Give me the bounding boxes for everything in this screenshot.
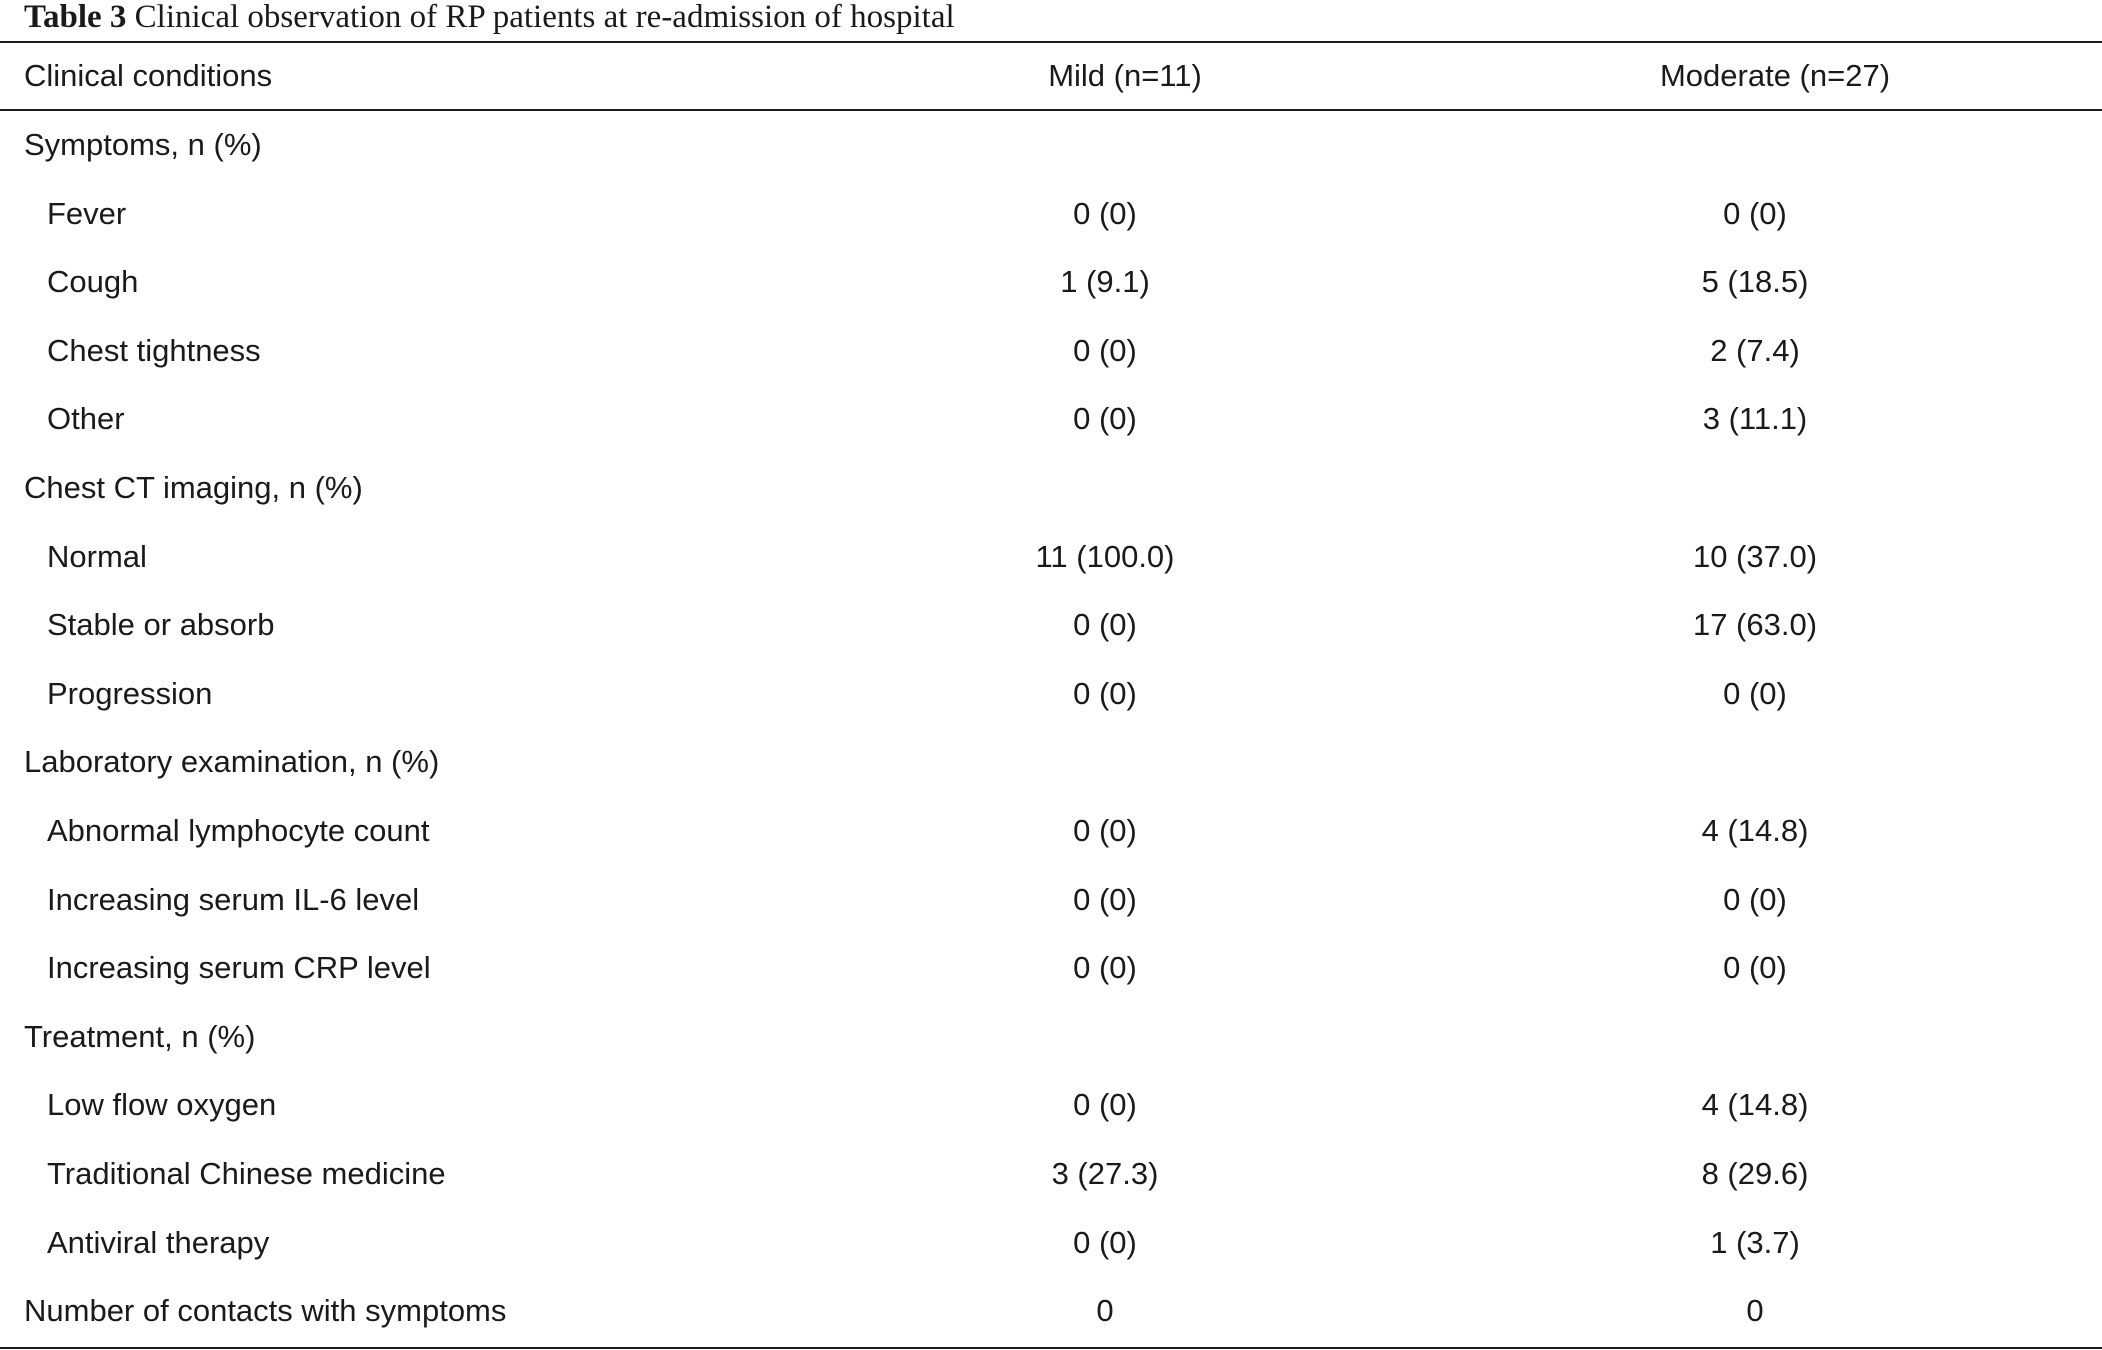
mild-value: 0 (0) xyxy=(1073,1087,1137,1123)
header-mild: Mild (n=11) xyxy=(1048,58,1202,93)
mild-value: 11 (100.0) xyxy=(1035,538,1175,574)
mild-value: 0 (0) xyxy=(1073,1224,1137,1260)
section-row: Laboratory examination, n (%) xyxy=(0,728,2102,797)
row-label: Fever xyxy=(47,195,127,231)
mild-value: 0 (0) xyxy=(1073,950,1137,986)
table-header: Clinical conditions Mild (n=11) Moderate… xyxy=(0,43,2102,109)
row-label: Laboratory examination, n (%) xyxy=(24,744,440,780)
table-title: Clinical observation of RP patients at r… xyxy=(126,0,955,35)
moderate-value: 0 (0) xyxy=(1723,950,1787,986)
table-row: Abnormal lymphocyte count 0 (0) 4 (14.8) xyxy=(0,797,2102,866)
row-label: Other xyxy=(47,401,125,437)
section-row: Symptoms, n (%) xyxy=(0,111,2102,180)
table-body: Symptoms, n (%) Fever 0 (0) 0 (0) Cough 1 (9.… xyxy=(0,111,2102,1346)
mild-value: 0 (0) xyxy=(1073,812,1137,848)
moderate-value: 8 (29.6) xyxy=(1701,1155,1809,1191)
mild-value: 0 (0) xyxy=(1073,675,1137,711)
table-row: Normal 11 (100.0) 10 (37.0) xyxy=(0,523,2102,592)
moderate-value: 5 (18.5) xyxy=(1701,264,1809,300)
section-row: Treatment, n (%) xyxy=(0,1003,2102,1072)
row-label: Progression xyxy=(47,675,213,711)
table-number: Table 3 xyxy=(24,0,127,35)
table-row: Traditional Chinese medicine 3 (27.3) 8 (2… xyxy=(0,1140,2102,1209)
row-label: Stable or absorb xyxy=(47,607,275,643)
row-label: Antiviral therapy xyxy=(47,1224,270,1260)
moderate-value: 2 (7.4) xyxy=(1710,332,1800,368)
moderate-value: 0 (0) xyxy=(1723,195,1787,231)
table-row: Increasing serum CRP level 0 (0) 0 (0) xyxy=(0,934,2102,1003)
table-row: Progression 0 (0) 0 (0) xyxy=(0,660,2102,729)
moderate-value: 0 xyxy=(1746,1293,1764,1329)
moderate-value: 0 (0) xyxy=(1723,881,1787,917)
table-row: Cough 1 (9.1) 5 (18.5) xyxy=(0,248,2102,317)
mild-value: 0 (0) xyxy=(1073,401,1137,437)
row-label: Chest CT imaging, n (%) xyxy=(24,469,363,505)
moderate-value: 3 (11.1) xyxy=(1702,401,1808,437)
header-rule xyxy=(0,109,2102,111)
section-row: Chest CT imaging, n (%) xyxy=(0,454,2102,523)
row-label: Treatment, n (%) xyxy=(24,1018,256,1054)
row-label: Normal xyxy=(47,538,147,574)
row-label: Low flow oxygen xyxy=(47,1087,277,1123)
table-row: Antiviral therapy 0 (0) 1 (3.7) xyxy=(0,1209,2102,1278)
mild-value: 3 (27.3) xyxy=(1051,1155,1159,1191)
row-label: Symptoms, n (%) xyxy=(24,127,262,162)
table-row: Low flow oxygen 0 (0) 4 (14.8) xyxy=(0,1071,2102,1140)
top-rule xyxy=(0,41,2102,43)
moderate-value: 4 (14.8) xyxy=(1701,812,1809,848)
table-row: Stable or absorb 0 (0) 17 (63.0) xyxy=(0,591,2102,660)
moderate-value: 1 (3.7) xyxy=(1710,1224,1800,1260)
header-clinical-conditions: Clinical conditions xyxy=(24,58,273,93)
row-label: Increasing serum IL-6 level xyxy=(47,881,420,917)
moderate-value: 0 (0) xyxy=(1723,675,1787,711)
mild-value: 0 (0) xyxy=(1073,881,1137,917)
row-label: Cough xyxy=(47,264,139,300)
row-label: Traditional Chinese medicine xyxy=(47,1155,446,1191)
moderate-value: 17 (63.0) xyxy=(1692,607,1818,643)
mild-value: 0 xyxy=(1096,1293,1114,1329)
mild-value: 0 (0) xyxy=(1073,332,1137,368)
mild-value: 1 (9.1) xyxy=(1060,264,1150,300)
row-label: Number of contacts with symptoms xyxy=(24,1293,507,1329)
table-row: Fever 0 (0) 0 (0) xyxy=(0,180,2102,249)
moderate-value: 4 (14.8) xyxy=(1701,1087,1809,1123)
moderate-value: 10 (37.0) xyxy=(1692,538,1818,574)
mild-value: 0 (0) xyxy=(1073,195,1137,231)
section-row: Number of contacts with symptoms 0 0 xyxy=(0,1277,2102,1346)
row-label: Abnormal lymphocyte count xyxy=(47,812,430,848)
table-row: Increasing serum IL-6 level 0 (0) 0 (0) xyxy=(0,866,2102,935)
table-row: Other 0 (0) 3 (11.1) xyxy=(0,385,2102,454)
table-row: Chest tightness 0 (0) 2 (7.4) xyxy=(0,317,2102,386)
table-caption: Table 3 Clinical observation of RP patie… xyxy=(24,0,955,40)
row-label: Chest tightness xyxy=(47,332,261,368)
bottom-rule xyxy=(0,1347,2102,1349)
mild-value: 0 (0) xyxy=(1073,607,1137,643)
header-moderate: Moderate (n=27) xyxy=(1659,58,1891,93)
row-label: Increasing serum CRP level xyxy=(47,950,431,986)
